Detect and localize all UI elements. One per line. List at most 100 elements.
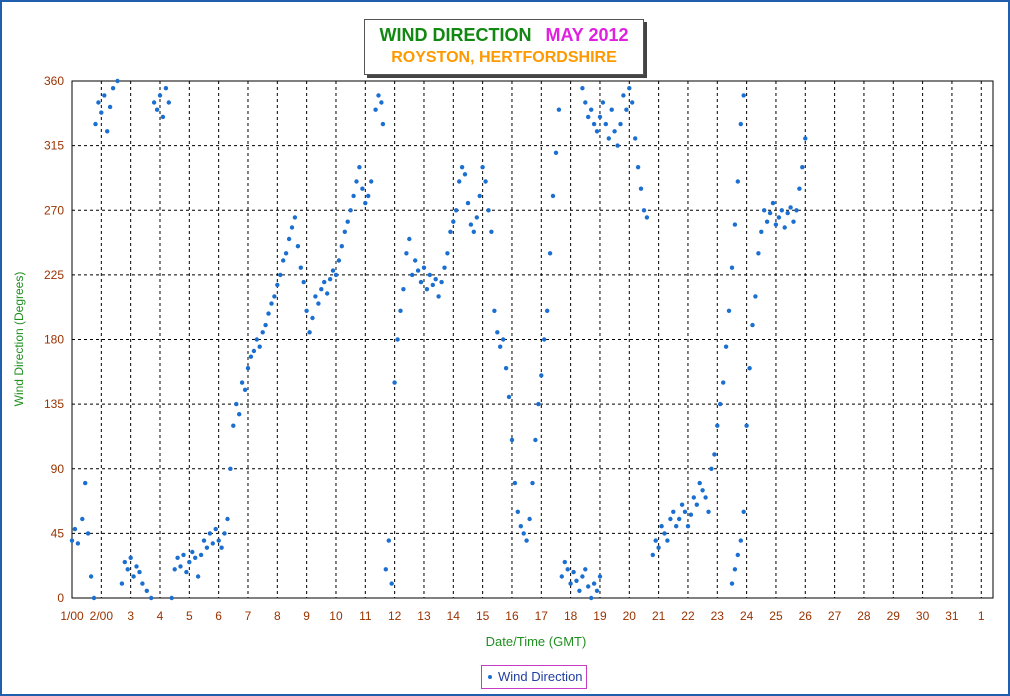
y-tick-label: 360 [44,74,64,88]
data-point [105,129,110,134]
x-tick-label: 8 [274,609,281,623]
data-point [369,179,374,184]
data-point [480,165,485,170]
data-point [521,531,526,536]
data-point [515,509,520,514]
data-point [99,110,104,115]
x-tick-label: 17 [535,609,549,623]
data-point [383,567,388,572]
data-point [665,538,670,543]
data-point [594,129,600,134]
data-point [96,100,101,105]
data-point [363,200,368,206]
data-point [289,225,295,230]
data-point [281,258,286,263]
x-tick-label: 22 [681,609,695,623]
data-point [286,236,292,242]
data-point [767,210,773,216]
plot-area [71,80,994,599]
data-point [741,509,746,514]
data-point [292,215,298,220]
x-tick-label: 21 [652,609,666,623]
data-point [125,567,130,572]
data-point [471,229,476,234]
y-tick-label: 270 [44,203,64,217]
data-point [407,236,412,242]
x-tick-label: 10 [329,609,343,623]
x-tick-label: 18 [564,609,578,623]
data-point [313,294,318,299]
data-point [386,538,391,543]
legend-marker [488,675,492,679]
data-point [759,229,764,234]
data-point [756,251,761,256]
data-point [231,423,236,428]
data-point [269,301,274,306]
x-tick-label: 5 [186,609,193,623]
data-point [436,294,441,299]
data-point [712,452,717,457]
data-point [591,121,597,127]
data-point [462,172,468,177]
data-point [225,516,230,522]
data-point [154,107,160,112]
x-tick-label: 13 [417,609,431,623]
data-point [263,322,268,328]
data-point [360,186,365,191]
y-tick-label: 0 [57,591,64,605]
data-point [589,107,594,112]
data-point [542,337,547,342]
data-point [594,588,600,593]
data-point [459,165,465,170]
data-point [597,574,603,579]
data-point [272,294,277,299]
data-point [764,219,770,224]
data-point [512,480,518,486]
data-point [379,100,384,105]
data-point [122,559,128,565]
data-point [404,251,409,256]
data-point [131,574,136,579]
x-tick-label: 2/00 [90,609,114,623]
data-point [565,567,570,572]
x-tick-label: 16 [505,609,519,623]
x-tick-label: 25 [769,609,783,623]
data-point [319,287,324,292]
data-point [659,524,664,529]
data-point [216,538,221,543]
data-point [198,552,204,558]
data-point [635,165,641,170]
x-tick-label: 19 [593,609,607,623]
data-point [278,272,283,278]
data-point [653,538,658,543]
data-point [773,222,779,227]
data-point [674,524,679,529]
data-point [753,294,758,299]
data-point [357,165,362,170]
y-tick-label: 225 [44,268,64,282]
data-point [418,279,424,285]
data-point [615,143,620,148]
data-point [627,86,632,91]
data-point [107,104,113,110]
data-point [415,268,421,273]
y-tick-label: 180 [44,333,64,347]
data-point [80,516,85,522]
data-point [721,380,726,385]
data-point [93,121,98,127]
data-point [738,121,743,127]
data-point [169,595,174,601]
data-point [606,136,611,141]
data-point [656,545,661,550]
data-point [427,272,432,278]
data-point [506,394,512,400]
x-tick-label: 11 [359,609,372,623]
data-point [618,121,623,127]
data-point [75,541,81,546]
data-point [539,373,544,378]
data-point [559,574,564,579]
data-point [732,222,738,227]
data-point [333,272,339,278]
